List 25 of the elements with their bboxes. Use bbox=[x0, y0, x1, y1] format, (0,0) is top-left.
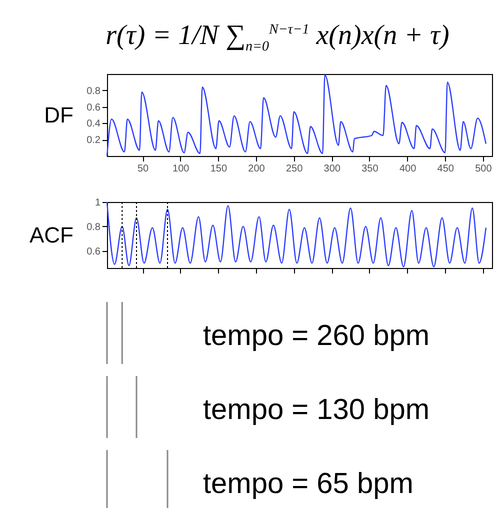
x-tick-label: 500 bbox=[475, 163, 492, 174]
x-tick-label: 350 bbox=[362, 163, 379, 174]
text: tempo = 65 bpm bbox=[203, 468, 414, 500]
y-tick-label: 0.8 bbox=[86, 222, 101, 233]
text: tempo = 260 bpm bbox=[203, 320, 430, 352]
y-tick-label: 0.4 bbox=[86, 118, 101, 130]
x-tick-label: 50 bbox=[137, 163, 150, 174]
chart-title: r(τ) = 1/N ∑$_{n=0}$$^{N−τ−1}$ x(n)x(n + τ) bbox=[104, 19, 450, 57]
x-tick-label: 200 bbox=[248, 163, 266, 174]
y-axis-title: ACF bbox=[30, 222, 74, 248]
y-tick-label: 0.8 bbox=[86, 85, 101, 96]
line-series bbox=[106, 74, 487, 156]
x-tick-label: 300 bbox=[324, 163, 341, 174]
line-series bbox=[106, 200, 487, 267]
x-tick-label: 400 bbox=[399, 163, 417, 174]
text: tempo = 130 bpm bbox=[203, 394, 430, 426]
y-tick-label: 0.6 bbox=[86, 246, 101, 257]
y-tick-label: 0.2 bbox=[86, 134, 101, 146]
y-axis-title: DF bbox=[44, 102, 74, 128]
x-tick-label: 100 bbox=[172, 163, 190, 174]
y-tick-label: 1 bbox=[94, 197, 101, 208]
y-tick-label: 0.6 bbox=[86, 102, 101, 113]
x-tick-label: 250 bbox=[286, 163, 304, 174]
x-tick-label: 150 bbox=[210, 163, 228, 174]
x-tick-label: 450 bbox=[437, 163, 454, 174]
